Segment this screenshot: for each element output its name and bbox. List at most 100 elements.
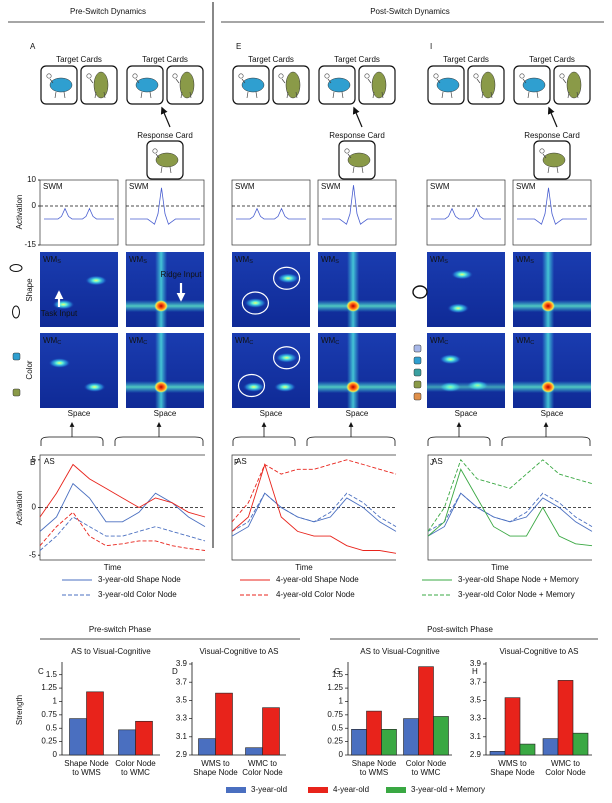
heatmap: WMS	[427, 252, 505, 327]
bar	[504, 697, 521, 756]
wm-sub: S	[57, 259, 61, 265]
card-head	[324, 73, 330, 79]
bar	[215, 692, 233, 756]
ridge	[347, 252, 360, 327]
wm-base: WM	[430, 336, 445, 345]
blob	[274, 382, 297, 392]
x-tick-label: Shape Node	[193, 768, 238, 777]
y-tick-label: 3.3	[176, 714, 188, 723]
bar	[86, 691, 104, 756]
card-figure	[347, 153, 364, 174]
highlight-circle	[241, 291, 269, 315]
wm-sub: S	[530, 259, 534, 265]
swm-trace	[130, 187, 200, 225]
swm-trace	[236, 207, 306, 220]
card-head	[172, 73, 178, 79]
wm-sub: S	[143, 259, 147, 265]
y-tick-label: 1	[53, 697, 58, 706]
swm-trace	[517, 187, 587, 225]
wm-base: WM	[516, 255, 531, 264]
heatmap: WMC	[126, 333, 204, 408]
panel-letter: C	[38, 667, 44, 676]
wm-label: WMC	[321, 336, 339, 346]
y-tick-label: 3.5	[176, 696, 188, 705]
blob	[85, 275, 108, 286]
bar	[118, 729, 136, 756]
y-tick-label: 10	[27, 175, 36, 184]
as-label: AS	[236, 457, 247, 466]
heatmap-field	[40, 333, 118, 408]
wm-sub: C	[444, 340, 448, 346]
card-head	[238, 73, 244, 79]
wm-sub: S	[335, 259, 339, 265]
heatmap: WMC	[427, 333, 505, 408]
bar	[262, 707, 280, 756]
as-line	[231, 462, 397, 554]
heatmap: WMC	[232, 333, 310, 408]
y-tick-label: 0.5	[332, 723, 344, 732]
ridge	[427, 382, 505, 392]
chart-title: AS to Visual-Cognitive	[360, 647, 440, 656]
wm-label: WMS	[516, 255, 534, 265]
y-tick-label: 2.9	[176, 750, 188, 759]
bar	[572, 732, 589, 756]
blob	[439, 354, 462, 365]
axis-label: Time	[104, 563, 122, 572]
legend-swatch	[308, 787, 328, 793]
hot-spot	[346, 300, 361, 312]
card-shape	[179, 71, 195, 99]
panel-letter: J	[430, 458, 434, 467]
wm-base: WM	[43, 255, 58, 264]
as-line	[39, 511, 206, 551]
section-title: Pre-Switch Dynamics	[70, 7, 146, 16]
as-line	[39, 516, 206, 551]
y-tick-label: 0.25	[327, 737, 343, 746]
card-figure	[49, 78, 66, 99]
card-shape	[155, 152, 179, 168]
card	[553, 65, 591, 105]
wm-base: WM	[129, 255, 144, 264]
swm-label: SWM	[235, 182, 255, 191]
y-tick-label: 3.9	[470, 659, 482, 668]
swm-trace	[431, 207, 501, 220]
color-icon	[413, 368, 422, 377]
y-tick-label: 1.25	[41, 683, 57, 692]
axis-label: Time	[491, 563, 509, 572]
y-tick-label: 0.75	[41, 710, 57, 719]
card-shape	[542, 152, 566, 168]
hot-spot	[541, 300, 556, 312]
x-tick-label: WMC to	[551, 759, 580, 768]
bracket	[114, 436, 204, 446]
card	[318, 65, 356, 105]
axis-label: Space	[260, 409, 283, 418]
x-tick-label: to WMC	[412, 768, 441, 777]
heatmap-field	[232, 252, 310, 327]
card-shape	[241, 77, 265, 93]
card-caption: Response Card	[137, 131, 193, 140]
wm-base: WM	[129, 336, 144, 345]
hot-spot	[541, 381, 556, 393]
card-head	[433, 73, 439, 79]
card-head	[519, 73, 525, 79]
y-tick-label: 1.5	[46, 670, 58, 679]
card-figure	[436, 78, 453, 99]
axis-label: Space	[346, 409, 369, 418]
y-tick-label: -15	[24, 240, 36, 249]
wm-base: WM	[43, 336, 58, 345]
card-head	[278, 73, 284, 79]
wm-sub: C	[335, 340, 339, 346]
swm-label: SWM	[321, 182, 341, 191]
card-head	[344, 148, 350, 154]
axis-label: Space	[154, 409, 177, 418]
card-head	[46, 73, 52, 79]
blob	[451, 269, 474, 280]
legend-label: 3-year-old Shape Node + Memory	[458, 575, 579, 584]
swm-frame	[231, 179, 311, 246]
panel-letter: F	[234, 458, 239, 467]
card-shape	[566, 71, 582, 99]
bracket	[40, 436, 104, 446]
bracket	[232, 436, 296, 446]
card-caption: Target Cards	[334, 55, 380, 64]
